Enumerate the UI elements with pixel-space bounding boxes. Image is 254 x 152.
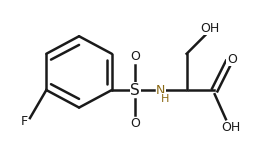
Text: S: S <box>130 83 140 98</box>
Text: O: O <box>227 53 237 66</box>
Text: O: O <box>130 50 140 63</box>
Text: N: N <box>156 84 166 97</box>
Text: OH: OH <box>200 22 220 35</box>
Text: F: F <box>21 115 28 128</box>
Text: H: H <box>161 94 169 104</box>
Text: O: O <box>130 117 140 130</box>
Text: OH: OH <box>221 121 241 134</box>
